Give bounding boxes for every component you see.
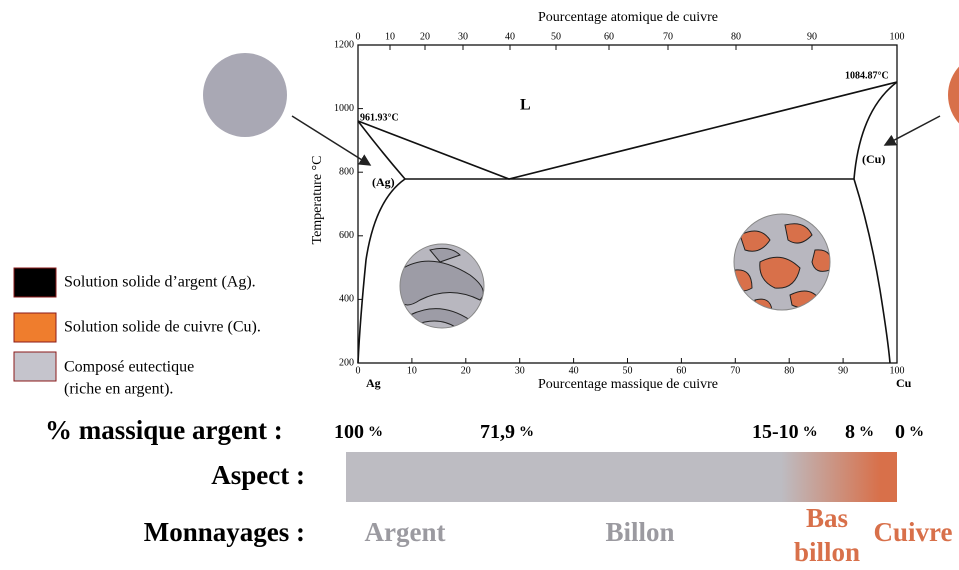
value-number: 100	[334, 421, 364, 443]
top-tick-label: 30	[458, 31, 468, 42]
coinage: Bas	[806, 503, 848, 533]
legend-label: Composé eutectique	[64, 359, 194, 376]
top-tick-label: 80	[731, 31, 741, 42]
coinage: Billon	[605, 517, 674, 547]
left-tick-label: 400	[339, 294, 354, 305]
coinage: billon	[794, 537, 860, 567]
cu-end: Cu	[896, 376, 912, 390]
liquidus	[357, 81, 898, 180]
value-number: 15-10	[752, 421, 799, 443]
left-tick-label: 1200	[334, 39, 354, 50]
bottom-tick-label: 50	[623, 365, 633, 376]
ticks: 0 10 20 30 40 50 60 70 80 90 1000 10 20 30 40 50 60 70 80 9…	[334, 31, 905, 376]
left-tick-label: 1000	[334, 103, 354, 114]
silver-values: 100% 71,9% 15-10% 8% 0%	[334, 421, 924, 443]
bottom-tick-label: 70	[730, 365, 740, 376]
liquid-label: L	[520, 97, 531, 114]
legend-swatch	[13, 267, 57, 298]
top-tick-label: 70	[663, 31, 673, 42]
value-unit: %	[368, 424, 383, 440]
value-unit: %	[909, 424, 924, 440]
coinage-label: Monnayages :	[144, 517, 305, 547]
legend-swatch	[13, 312, 57, 343]
arrow-cu	[883, 115, 941, 146]
top-tick-label: 0	[356, 31, 361, 42]
top-tick-label: 50	[551, 31, 561, 42]
coinage: Argent	[365, 517, 446, 547]
top-tick-label: 40	[505, 31, 515, 42]
aspect-bar	[346, 452, 897, 502]
bottom-tick-label: 30	[515, 365, 525, 376]
bottom-tick-label: 0	[356, 365, 361, 376]
cu-melting: 1084.87°C	[845, 70, 889, 81]
top-tick-label: 60	[604, 31, 614, 42]
silver-value: 100%	[334, 421, 383, 443]
bottom-tick-label: 60	[676, 365, 686, 376]
ag-label: (Ag)	[372, 175, 395, 189]
value-unit: %	[519, 424, 534, 440]
bottom-tick-label: 80	[784, 365, 794, 376]
cu-solvus	[853, 178, 891, 364]
silver-value: 8%	[845, 421, 874, 443]
bottom-tick-label: 20	[461, 365, 471, 376]
bottom-tick-label: 90	[838, 365, 848, 376]
top-tick-label: 90	[807, 31, 817, 42]
silver-row-label: % massique argent :	[45, 415, 283, 445]
value-number: 0	[895, 421, 905, 443]
value-unit: %	[859, 424, 874, 440]
top-tick-label: 20	[420, 31, 430, 42]
ag-solidus	[357, 120, 406, 180]
legend-label: (riche en argent).	[64, 381, 173, 398]
arrow-ag	[291, 115, 372, 166]
silver-value: 71,9%	[480, 421, 534, 443]
legend-label: Solution solide d’argent (Ag).	[64, 274, 256, 291]
silver-value: 15-10%	[752, 421, 818, 443]
bottom-axis-title: Pourcentage massique de cuivre	[538, 377, 718, 392]
value-number: 8	[845, 421, 855, 443]
legend-swatch	[13, 351, 57, 382]
cu-solidus	[853, 81, 898, 180]
left-tick-label: 200	[339, 357, 354, 368]
top-tick-label: 100	[890, 31, 905, 42]
legend-label: Solution solide de cuivre (Cu).	[64, 319, 261, 336]
value-unit: %	[803, 424, 818, 440]
micro-eutectic	[400, 244, 484, 328]
silver-value: 0%	[895, 421, 924, 443]
top-tick-label: 10	[385, 31, 395, 42]
bottom-tick-label: 40	[569, 365, 579, 376]
copper-circle	[948, 66, 959, 124]
left-tick-label: 800	[339, 166, 354, 177]
left-axis-title: Temperature °C	[310, 156, 325, 245]
micro-eutectic-border	[399, 243, 485, 329]
coinage: Cuivre	[874, 517, 953, 547]
value-number: 71,9	[480, 421, 515, 443]
micro-cu-border	[733, 213, 831, 311]
left-tick-label: 600	[339, 230, 354, 241]
bottom-tick-label: 10	[407, 365, 417, 376]
silver-circle	[203, 53, 287, 137]
aspect-label: Aspect :	[211, 460, 305, 490]
cu-label: (Cu)	[862, 152, 885, 166]
ag-end: Ag	[366, 376, 381, 390]
ag-melting: 961.93°C	[360, 112, 399, 123]
bottom-tick-label: 100	[890, 365, 905, 376]
ag-solvus	[357, 178, 406, 364]
top-axis-title: Pourcentage atomique de cuivre	[538, 10, 718, 25]
